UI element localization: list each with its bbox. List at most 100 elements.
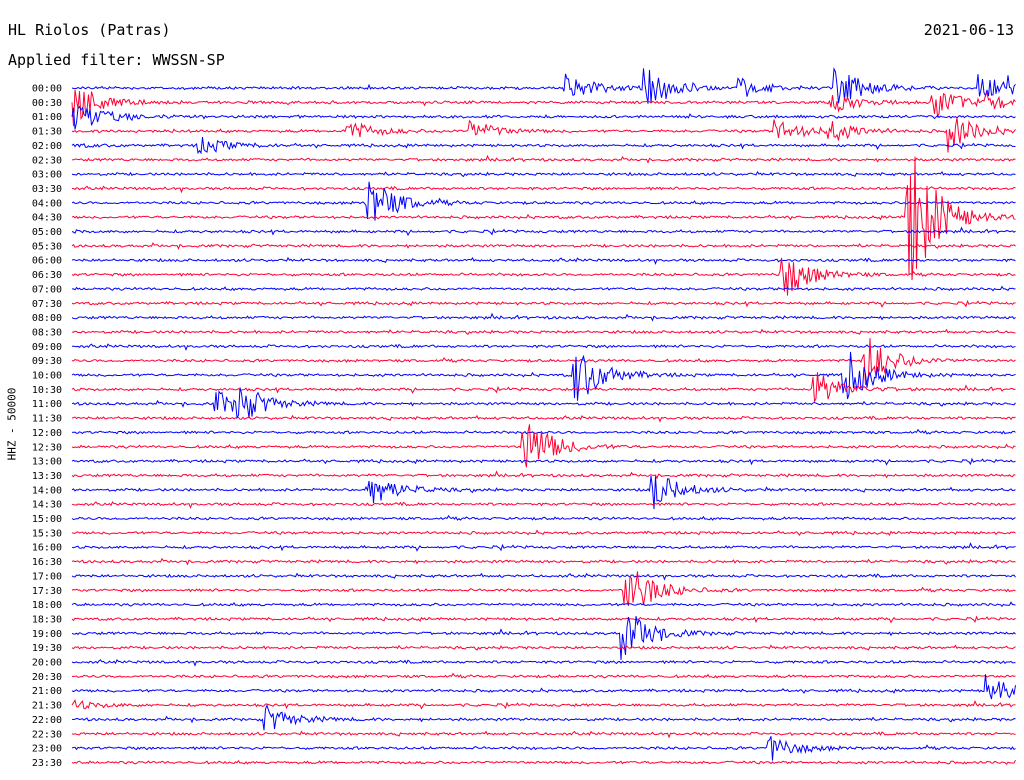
time-tick-label: 06:30 bbox=[32, 270, 62, 281]
time-tick-label: 02:30 bbox=[32, 155, 62, 166]
time-tick-label: 00:30 bbox=[32, 98, 62, 109]
time-tick-label: 12:00 bbox=[32, 428, 62, 439]
trace-line bbox=[71, 338, 1016, 386]
trace-line bbox=[71, 154, 1016, 164]
time-tick-label: 09:00 bbox=[32, 342, 62, 353]
time-tick-label: 11:00 bbox=[32, 399, 62, 410]
trace-line bbox=[71, 736, 1016, 761]
trace-line bbox=[71, 730, 1016, 739]
time-tick-label: 10:00 bbox=[32, 371, 62, 382]
time-tick-label: 07:00 bbox=[32, 284, 62, 295]
trace-line bbox=[71, 387, 1016, 420]
trace-line bbox=[71, 343, 1016, 352]
time-tick-label: 17:30 bbox=[32, 586, 62, 597]
tick-label-group: 00:00 00:30 01:00 01:30 02:00 02:30 03:00 03:30… bbox=[32, 84, 62, 769]
time-tick-label: 12:30 bbox=[32, 442, 62, 453]
time-tick-label: 17:00 bbox=[32, 571, 62, 582]
time-tick-label: 03:00 bbox=[32, 170, 62, 181]
trace-line bbox=[71, 571, 1016, 607]
trace-line bbox=[71, 226, 1016, 237]
trace-line bbox=[71, 156, 1016, 281]
trace-line bbox=[71, 256, 1016, 265]
time-tick-label: 18:00 bbox=[32, 600, 62, 611]
trace-line bbox=[71, 137, 1016, 155]
trace-line bbox=[71, 170, 1016, 178]
time-tick-label: 06:00 bbox=[32, 256, 62, 267]
time-tick-label: 08:00 bbox=[32, 313, 62, 324]
trace-line bbox=[71, 601, 1016, 608]
trace-line bbox=[71, 328, 1016, 336]
trace-line bbox=[71, 89, 1016, 127]
time-tick-label: 13:00 bbox=[32, 457, 62, 468]
time-tick-label: 21:00 bbox=[32, 686, 62, 697]
time-tick-label: 03:30 bbox=[32, 184, 62, 195]
time-tick-label: 15:30 bbox=[32, 528, 62, 539]
time-tick-label: 23:00 bbox=[32, 744, 62, 755]
time-tick-label: 18:30 bbox=[32, 614, 62, 625]
trace-line bbox=[71, 529, 1016, 537]
date-label: 2021-06-13 bbox=[923, 21, 1014, 39]
time-tick-label: 20:00 bbox=[32, 658, 62, 669]
trace-line bbox=[71, 501, 1016, 509]
time-tick-label: 16:00 bbox=[32, 543, 62, 554]
station-title: HL Riolos (Patras) bbox=[8, 21, 171, 39]
trace-line bbox=[71, 257, 1016, 296]
time-tick-label: 09:30 bbox=[32, 356, 62, 367]
trace-line bbox=[71, 470, 1016, 480]
time-tick-label: 00:00 bbox=[32, 84, 62, 95]
trace-line bbox=[71, 557, 1016, 566]
trace-line bbox=[71, 424, 1016, 468]
time-tick-label: 07:30 bbox=[32, 299, 62, 310]
time-tick-label: 08:30 bbox=[32, 327, 62, 338]
time-tick-label: 22:30 bbox=[32, 729, 62, 740]
trace-line bbox=[71, 351, 1016, 401]
trace-line bbox=[71, 299, 1016, 308]
trace-line bbox=[71, 615, 1016, 624]
trace-line bbox=[71, 457, 1016, 466]
trace-line bbox=[71, 644, 1016, 651]
trace-group bbox=[71, 67, 1016, 765]
time-tick-label: 21:30 bbox=[32, 701, 62, 712]
filter-label: Applied filter: WWSSN-SP bbox=[8, 51, 225, 69]
time-tick-label: 04:30 bbox=[32, 213, 62, 224]
time-tick-label: 01:00 bbox=[32, 112, 62, 123]
time-tick-label: 20:30 bbox=[32, 672, 62, 683]
trace-line bbox=[71, 572, 1016, 581]
trace-line bbox=[71, 514, 1016, 521]
trace-line bbox=[71, 672, 1016, 679]
trace-line bbox=[72, 285, 1016, 292]
trace-line bbox=[71, 699, 1016, 710]
trace-line bbox=[71, 372, 1016, 402]
time-tick-label: 05:30 bbox=[32, 241, 62, 252]
trace-line bbox=[71, 704, 1016, 731]
trace-line bbox=[71, 674, 1016, 700]
time-tick-label: 05:00 bbox=[32, 227, 62, 238]
trace-line bbox=[71, 242, 1016, 250]
trace-line bbox=[71, 542, 1016, 552]
time-tick-label: 13:30 bbox=[32, 471, 62, 482]
trace-line bbox=[71, 105, 1016, 130]
time-tick-label: 22:00 bbox=[32, 715, 62, 726]
time-tick-label: 02:00 bbox=[32, 141, 62, 152]
time-tick-label: 04:00 bbox=[32, 198, 62, 209]
time-tick-label: 19:30 bbox=[32, 643, 62, 654]
time-tick-label: 10:30 bbox=[32, 385, 62, 396]
trace-line bbox=[71, 616, 1016, 661]
trace-line bbox=[71, 181, 1016, 221]
time-tick-label: 14:30 bbox=[32, 500, 62, 511]
time-tick-label: 11:30 bbox=[32, 414, 62, 425]
trace-line bbox=[71, 414, 1016, 423]
trace-line bbox=[71, 185, 1016, 194]
time-tick-label: 23:30 bbox=[32, 758, 62, 769]
time-tick-label: 16:30 bbox=[32, 557, 62, 568]
trace-line bbox=[71, 67, 1016, 104]
trace-line bbox=[71, 759, 1016, 765]
time-tick-label: 14:00 bbox=[32, 485, 62, 496]
trace-line bbox=[71, 312, 1016, 322]
time-tick-label: 19:00 bbox=[32, 629, 62, 640]
trace-line bbox=[71, 428, 1016, 435]
trace-line bbox=[71, 117, 1016, 153]
trace-line bbox=[71, 475, 1016, 510]
time-tick-label: 01:30 bbox=[32, 127, 62, 138]
